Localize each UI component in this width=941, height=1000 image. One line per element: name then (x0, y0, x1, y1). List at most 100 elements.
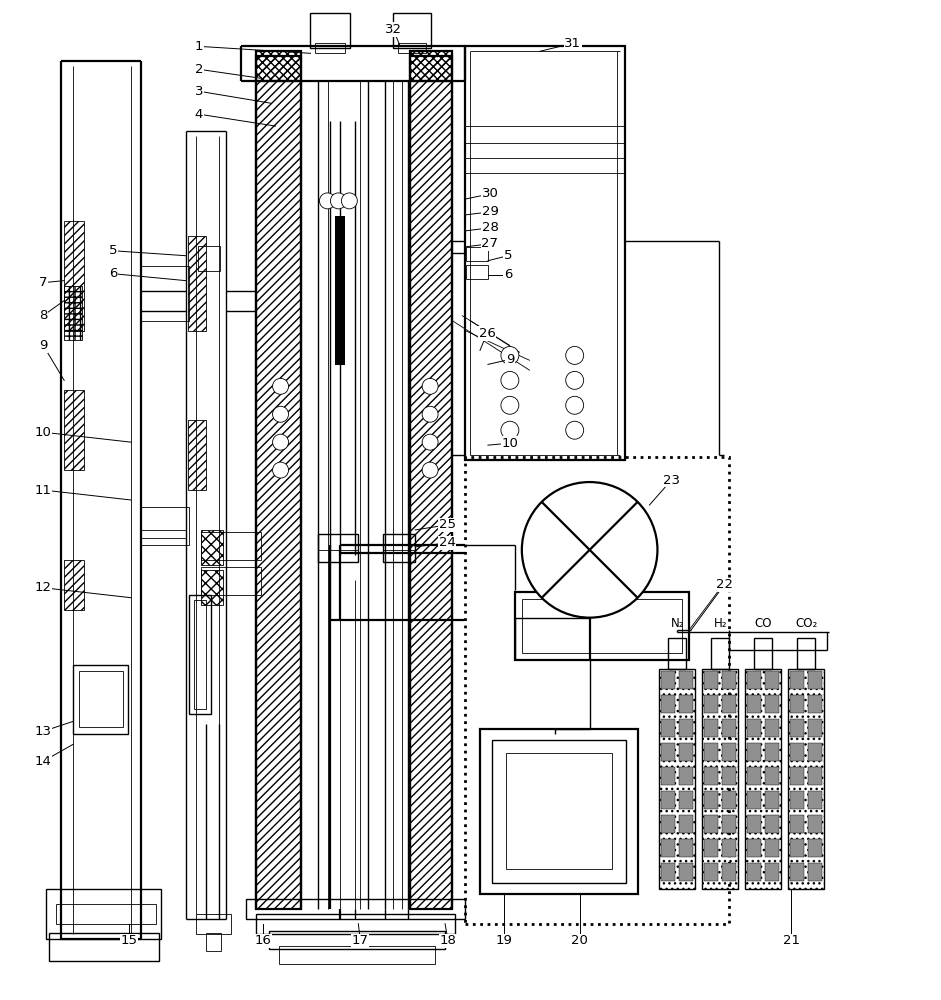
Bar (256, 51, 300, 81)
Bar (765, 839, 779, 857)
Text: 9: 9 (505, 353, 514, 366)
Circle shape (501, 421, 518, 439)
Text: 5: 5 (503, 249, 512, 262)
Bar (64, 286, 82, 340)
Bar (679, 863, 694, 881)
Text: 20: 20 (571, 934, 588, 947)
Text: 4: 4 (195, 108, 203, 121)
Bar (311, 13, 350, 48)
Text: 8: 8 (40, 309, 47, 322)
Bar (49, 933, 159, 961)
Text: 29: 29 (482, 205, 499, 218)
Text: 7: 7 (39, 276, 47, 289)
Bar (679, 791, 694, 809)
Text: 25: 25 (439, 518, 455, 531)
Bar (662, 791, 676, 809)
Circle shape (423, 462, 439, 478)
Bar (662, 767, 676, 785)
Bar (723, 671, 736, 689)
Text: 17: 17 (352, 934, 369, 947)
Bar (206, 933, 221, 951)
Text: 13: 13 (35, 725, 52, 738)
Circle shape (501, 396, 518, 414)
Bar (662, 815, 676, 833)
Bar (790, 839, 804, 857)
Bar (189, 595, 211, 714)
Bar (747, 839, 761, 857)
Bar (662, 671, 676, 689)
Bar (704, 767, 718, 785)
Text: 21: 21 (783, 934, 800, 947)
Bar (808, 839, 821, 857)
Bar (747, 863, 761, 881)
Bar (797, 638, 815, 669)
Bar (704, 839, 718, 857)
Bar (808, 767, 821, 785)
Text: 9: 9 (40, 339, 47, 352)
Bar (790, 695, 804, 713)
Bar (279, 946, 435, 964)
Text: 1: 1 (195, 40, 203, 53)
Bar (246, 899, 465, 919)
Bar (335, 216, 345, 365)
Bar (765, 719, 779, 737)
Text: 14: 14 (35, 755, 52, 768)
Text: 31: 31 (565, 37, 582, 50)
Text: H₂: H₂ (713, 617, 727, 630)
Bar (398, 43, 426, 53)
Bar (679, 743, 694, 761)
Bar (466, 247, 488, 261)
Bar (679, 719, 694, 737)
Bar (200, 532, 261, 560)
Bar (790, 767, 804, 785)
Bar (141, 266, 189, 321)
Bar (200, 530, 223, 565)
Bar (765, 743, 779, 761)
Circle shape (566, 346, 583, 364)
Bar (723, 839, 736, 857)
Bar (723, 791, 736, 809)
Bar (465, 46, 625, 460)
Bar (318, 534, 359, 562)
Bar (492, 740, 626, 883)
Bar (679, 671, 694, 689)
Bar (662, 719, 676, 737)
Bar (515, 592, 690, 660)
Bar (315, 43, 345, 53)
Bar (662, 839, 676, 857)
Bar (256, 56, 300, 909)
Bar (765, 671, 779, 689)
Bar (747, 791, 761, 809)
Circle shape (423, 406, 439, 422)
Circle shape (319, 193, 335, 209)
Bar (765, 815, 779, 833)
Circle shape (342, 193, 358, 209)
Bar (790, 743, 804, 761)
Bar (790, 719, 804, 737)
Bar (64, 221, 84, 331)
Bar (808, 695, 821, 713)
Text: 12: 12 (35, 581, 52, 594)
Bar (723, 815, 736, 833)
Circle shape (273, 434, 289, 450)
Bar (704, 815, 718, 833)
Bar (765, 695, 779, 713)
Circle shape (273, 462, 289, 478)
Bar (465, 457, 729, 924)
Bar (790, 671, 804, 689)
Bar (808, 863, 821, 881)
Bar (64, 560, 84, 610)
Text: 27: 27 (482, 237, 499, 250)
Circle shape (501, 371, 518, 389)
Bar (765, 863, 779, 881)
Bar (188, 236, 206, 331)
Bar (679, 839, 694, 857)
Bar (790, 863, 804, 881)
Bar (73, 665, 128, 734)
Circle shape (566, 421, 583, 439)
Bar (808, 743, 821, 761)
Bar (704, 863, 718, 881)
Text: N₂: N₂ (671, 617, 684, 630)
Bar (711, 638, 729, 669)
Text: 24: 24 (439, 536, 455, 549)
